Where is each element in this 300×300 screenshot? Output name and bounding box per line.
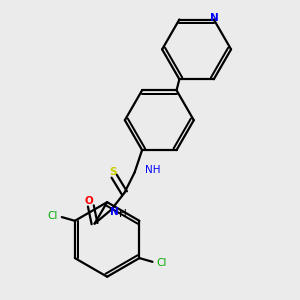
- Text: H: H: [118, 209, 126, 219]
- Text: N: N: [210, 13, 219, 23]
- Text: Cl: Cl: [48, 211, 58, 221]
- Text: Cl: Cl: [156, 258, 167, 268]
- Text: S: S: [110, 167, 117, 177]
- Text: O: O: [84, 196, 93, 206]
- Text: N: N: [110, 208, 118, 218]
- Text: NH: NH: [145, 165, 161, 175]
